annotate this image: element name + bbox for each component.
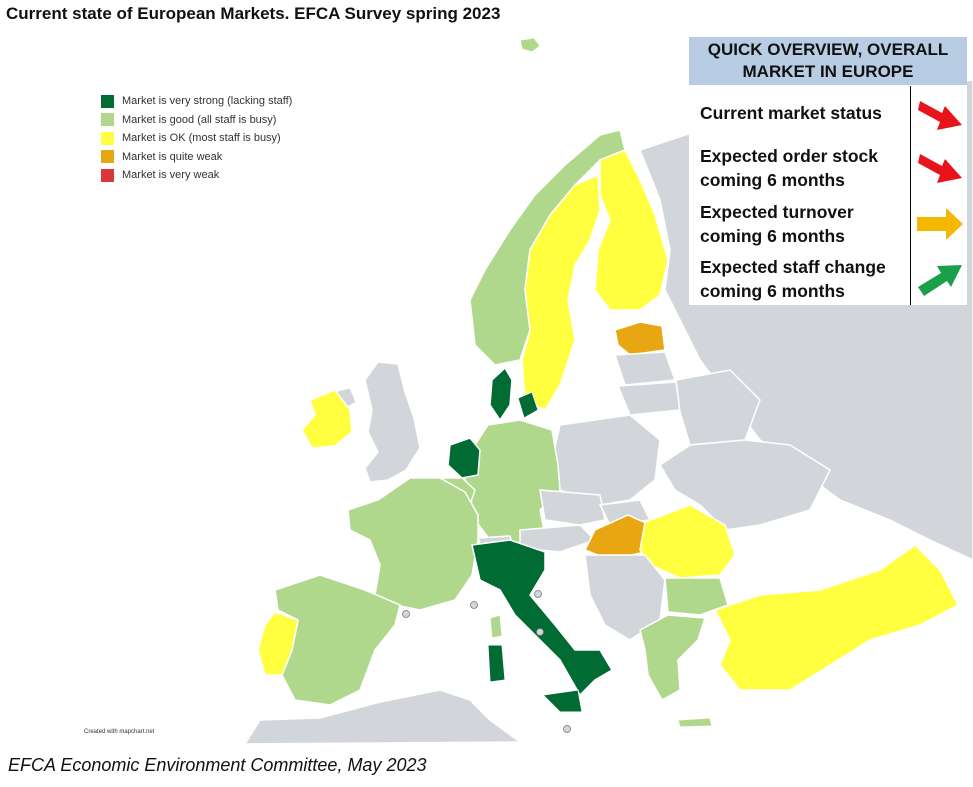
legend-item-ok: Market is OK (most staff is busy) — [101, 129, 292, 148]
norway-region — [469, 129, 626, 366]
legend-label: Market is very weak — [122, 169, 220, 182]
quick-overview-panel: QUICK OVERVIEW, OVERALL MARKET IN EUROPE… — [689, 37, 967, 305]
overview-row-label: Expected order stock coming 6 months — [700, 146, 878, 190]
overview-row-label: Current market status — [700, 103, 882, 123]
ireland-region — [301, 389, 353, 449]
portugal-region — [257, 611, 299, 676]
legend-item-very-strong: Market is very strong (lacking staff) — [101, 92, 292, 111]
legend-swatch — [101, 94, 114, 108]
denmark-region — [489, 366, 513, 422]
overview-row-label: Expected staff change coming 6 months — [700, 257, 886, 301]
north-africa-region — [244, 689, 523, 744]
denmark-islands — [517, 391, 539, 419]
legend-item-quite-weak: Market is quite weak — [101, 148, 292, 167]
arrow-up-right-icon — [918, 265, 962, 296]
legend-swatch — [101, 113, 114, 127]
legend-swatch — [101, 168, 114, 182]
arrow-down-right-icon — [918, 101, 962, 130]
corsica-region — [489, 614, 503, 639]
lithuania-region — [616, 381, 681, 416]
estonia-region — [614, 321, 666, 356]
arrow-down-right-icon — [918, 154, 962, 183]
france-region — [347, 477, 479, 611]
overview-row-label: Expected turnover coming 6 months — [700, 202, 854, 246]
legend-label: Market is very strong (lacking staff) — [122, 95, 293, 108]
crete-region — [677, 717, 713, 728]
iceland-region — [519, 37, 541, 53]
legend-label: Market is good (all staff is busy) — [122, 113, 277, 126]
legend-label: Market is OK (most staff is busy) — [122, 132, 281, 145]
arrow-right-icon — [917, 208, 963, 240]
map-legend: Market is very strong (lacking staff) Ma… — [101, 92, 292, 185]
footer-caption: EFCA Economic Environment Committee, May… — [8, 755, 427, 775]
legend-item-good: Market is good (all staff is busy) — [101, 111, 292, 130]
ukraine-region — [658, 439, 831, 531]
overview-divider — [910, 86, 911, 305]
sicily-region — [541, 689, 583, 713]
legend-swatch — [101, 150, 114, 164]
overview-header: QUICK OVERVIEW, OVERALL MARKET IN EUROPE — [689, 37, 967, 85]
turkey-region — [713, 544, 960, 691]
bulgaria-region — [664, 577, 729, 616]
legend-item-very-weak: Market is very weak — [101, 166, 292, 185]
italy-region — [471, 539, 614, 697]
latvia-region — [613, 351, 677, 386]
finland-region — [594, 149, 669, 311]
netherlands-region — [447, 437, 481, 479]
page-title: Current state of European Markets. EFCA … — [6, 4, 501, 23]
uk-region — [364, 361, 421, 483]
legend-label: Market is quite weak — [122, 150, 223, 163]
legend-swatch — [101, 131, 114, 145]
greece-region — [639, 614, 707, 702]
sardinia-region — [487, 644, 506, 683]
czechia-region — [539, 489, 606, 526]
map-credit: Created with mapchart.net — [84, 729, 155, 735]
sweden-region — [521, 173, 601, 411]
